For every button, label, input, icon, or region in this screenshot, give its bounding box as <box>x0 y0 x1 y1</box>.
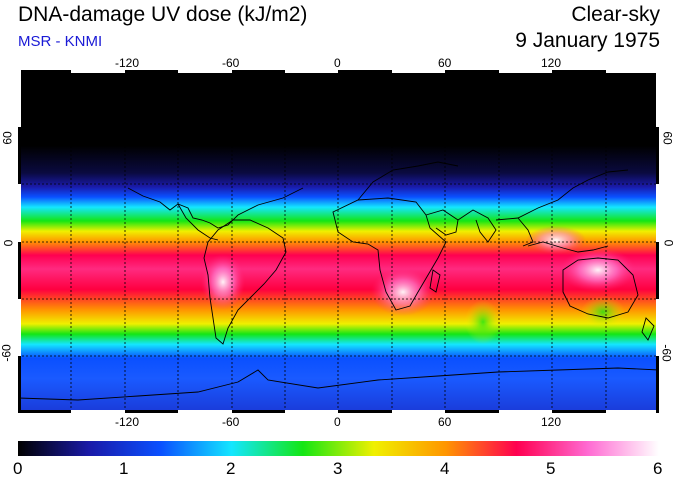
lon-tick-bottom: 0 <box>334 415 341 429</box>
coast-africa <box>332 197 447 311</box>
graticule <box>18 70 659 413</box>
colorbar <box>18 441 659 456</box>
credit-label: MSR - KNMI <box>18 33 103 50</box>
coast-south-america <box>203 219 287 345</box>
lower-dose-pacific <box>581 296 625 328</box>
lower-dose-indian-ocean <box>465 300 501 344</box>
colorbar-label: 4 <box>440 459 450 478</box>
lon-tick-top: -60 <box>222 56 240 70</box>
map-title: DNA-damage UV dose (kJ/m2) <box>18 3 308 26</box>
lat-tick-right: 60 <box>660 131 675 145</box>
hot-spot-indonesia <box>526 226 586 254</box>
coast-madagascar <box>429 269 441 293</box>
lat-tick-left: 60 <box>0 131 15 145</box>
hot-spot-australia <box>560 248 636 292</box>
lat-tick-right: 0 <box>661 239 676 247</box>
coast-indonesia <box>527 241 609 253</box>
uv-dose-map <box>18 70 659 413</box>
coast-north-america <box>127 187 304 229</box>
coast-australia <box>562 257 639 319</box>
coast-south-asia <box>457 209 497 243</box>
lon-tick-bottom: -60 <box>222 415 240 429</box>
lon-tick-top: 60 <box>438 56 452 70</box>
lon-tick-top: 120 <box>541 56 562 70</box>
lon-tick-bottom: 60 <box>438 415 452 429</box>
colorbar-label: 6 <box>653 459 663 478</box>
coast-antarctica <box>18 367 659 401</box>
colorbar-label: 3 <box>333 459 343 478</box>
lat-tick-left: 0 <box>1 239 16 247</box>
lat-tick-right: -60 <box>659 344 674 362</box>
lon-tick-top: 0 <box>334 56 341 70</box>
hot-spot-south-africa <box>371 268 435 316</box>
colorbar-label: 2 <box>226 459 236 478</box>
coast-arabia <box>425 209 459 236</box>
coast-central-america <box>177 203 219 241</box>
hot-spot-andes <box>201 254 245 310</box>
colorbar-label: 0 <box>13 459 23 478</box>
map-frame-ticks <box>18 70 659 413</box>
sky-condition-label: Clear-sky <box>571 3 660 26</box>
date-label: 9 January 1975 <box>515 29 660 52</box>
lat-tick-left: -60 <box>0 344 14 362</box>
colorbar-label: 1 <box>119 459 129 478</box>
lon-tick-bottom: -120 <box>115 415 140 429</box>
lon-tick-bottom: 120 <box>541 415 562 429</box>
coastlines <box>18 161 659 401</box>
coast-new-zealand <box>641 317 655 341</box>
uv-dose-map-canvas <box>18 70 659 413</box>
coast-se-asia <box>517 217 534 247</box>
colorbar-label: 5 <box>546 459 556 478</box>
coast-east-asia <box>495 169 629 221</box>
coast-europe <box>357 161 459 201</box>
lon-tick-top: -120 <box>115 56 140 70</box>
